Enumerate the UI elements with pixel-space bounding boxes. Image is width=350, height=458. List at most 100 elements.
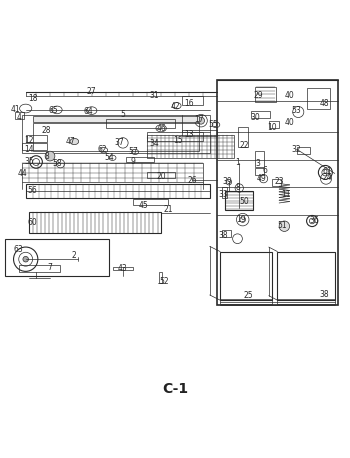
Bar xyxy=(26,135,47,142)
Bar xyxy=(22,142,47,150)
Text: 34: 34 xyxy=(149,139,159,148)
Text: 49: 49 xyxy=(257,174,267,183)
Bar xyxy=(217,80,338,305)
Text: 46: 46 xyxy=(156,124,166,133)
Text: 6: 6 xyxy=(263,166,268,175)
Text: 31: 31 xyxy=(149,91,159,100)
Text: 41: 41 xyxy=(10,105,20,114)
Bar xyxy=(307,88,329,109)
Text: 12: 12 xyxy=(25,136,34,145)
Ellipse shape xyxy=(70,138,79,145)
Bar xyxy=(29,213,161,233)
Text: 20: 20 xyxy=(156,172,166,181)
Text: 33: 33 xyxy=(219,191,229,200)
Text: 55: 55 xyxy=(208,120,218,129)
Bar xyxy=(296,147,310,154)
Bar xyxy=(147,135,234,158)
Bar xyxy=(182,130,217,136)
Text: 40: 40 xyxy=(285,91,294,100)
Text: 57: 57 xyxy=(128,147,138,157)
Bar xyxy=(133,199,168,205)
Text: 58: 58 xyxy=(52,159,62,168)
Text: 48: 48 xyxy=(320,99,329,109)
Text: 37: 37 xyxy=(114,138,124,147)
Bar xyxy=(220,300,272,304)
Text: 1: 1 xyxy=(235,158,240,167)
Text: 21: 21 xyxy=(163,205,173,214)
Text: 51: 51 xyxy=(278,221,287,230)
Text: 9: 9 xyxy=(131,158,136,167)
Bar xyxy=(269,120,279,128)
Text: 56: 56 xyxy=(28,186,37,195)
Text: 39: 39 xyxy=(222,177,232,185)
Bar xyxy=(126,157,154,162)
Bar xyxy=(33,116,199,122)
Text: 16: 16 xyxy=(184,99,194,109)
Text: 54: 54 xyxy=(104,153,114,162)
Text: 17: 17 xyxy=(195,115,204,124)
Text: 14: 14 xyxy=(25,145,34,153)
Text: 64: 64 xyxy=(83,107,93,116)
Text: 2: 2 xyxy=(72,251,77,260)
Text: 47: 47 xyxy=(66,137,76,146)
Text: 45: 45 xyxy=(139,201,149,210)
Text: 40: 40 xyxy=(285,118,294,126)
Text: 24: 24 xyxy=(323,173,332,182)
Text: 22: 22 xyxy=(240,141,249,150)
Text: 38: 38 xyxy=(219,231,229,240)
Text: 43: 43 xyxy=(118,264,128,273)
Bar xyxy=(22,163,203,182)
Circle shape xyxy=(23,256,28,262)
Text: 35: 35 xyxy=(24,157,34,166)
Text: 18: 18 xyxy=(28,94,37,104)
Text: 63: 63 xyxy=(14,245,24,254)
Text: 5: 5 xyxy=(120,110,125,119)
Bar xyxy=(15,112,24,119)
Text: 8: 8 xyxy=(44,152,49,161)
Text: 25: 25 xyxy=(243,291,253,300)
Bar xyxy=(255,168,264,175)
Text: 50: 50 xyxy=(239,197,249,207)
Bar xyxy=(182,96,203,105)
Circle shape xyxy=(197,117,204,124)
Bar xyxy=(278,300,335,304)
Bar xyxy=(147,172,175,178)
Text: 10: 10 xyxy=(267,123,277,132)
Bar xyxy=(112,267,133,270)
Text: C-1: C-1 xyxy=(162,382,188,396)
Bar xyxy=(159,273,162,283)
Bar xyxy=(33,124,199,151)
Text: 36: 36 xyxy=(309,216,319,225)
Text: 44: 44 xyxy=(18,169,27,178)
Bar xyxy=(220,251,272,300)
Bar xyxy=(222,230,231,237)
Text: 62: 62 xyxy=(97,145,107,153)
Bar xyxy=(106,119,175,128)
Text: 53: 53 xyxy=(292,106,301,115)
Bar xyxy=(5,240,109,276)
Text: 42: 42 xyxy=(170,102,180,111)
Text: 32: 32 xyxy=(292,145,301,153)
Circle shape xyxy=(279,221,289,231)
Text: 52: 52 xyxy=(160,277,169,286)
Text: 30: 30 xyxy=(250,113,260,122)
Bar xyxy=(26,184,210,198)
Text: 27: 27 xyxy=(87,87,97,96)
Bar xyxy=(222,187,227,198)
Text: 19: 19 xyxy=(236,215,246,224)
Bar xyxy=(238,126,248,147)
Text: 8: 8 xyxy=(235,183,240,192)
Bar xyxy=(255,151,264,167)
Text: 23: 23 xyxy=(274,177,284,185)
Text: 38: 38 xyxy=(320,290,329,300)
Bar xyxy=(251,111,271,118)
Bar xyxy=(225,191,253,210)
Text: 11: 11 xyxy=(281,190,291,199)
Bar xyxy=(147,132,203,141)
Text: 3: 3 xyxy=(256,158,261,168)
Circle shape xyxy=(45,151,55,161)
Bar xyxy=(19,266,61,273)
Text: 13: 13 xyxy=(184,130,194,139)
Text: 28: 28 xyxy=(42,125,51,135)
Bar xyxy=(255,87,276,102)
